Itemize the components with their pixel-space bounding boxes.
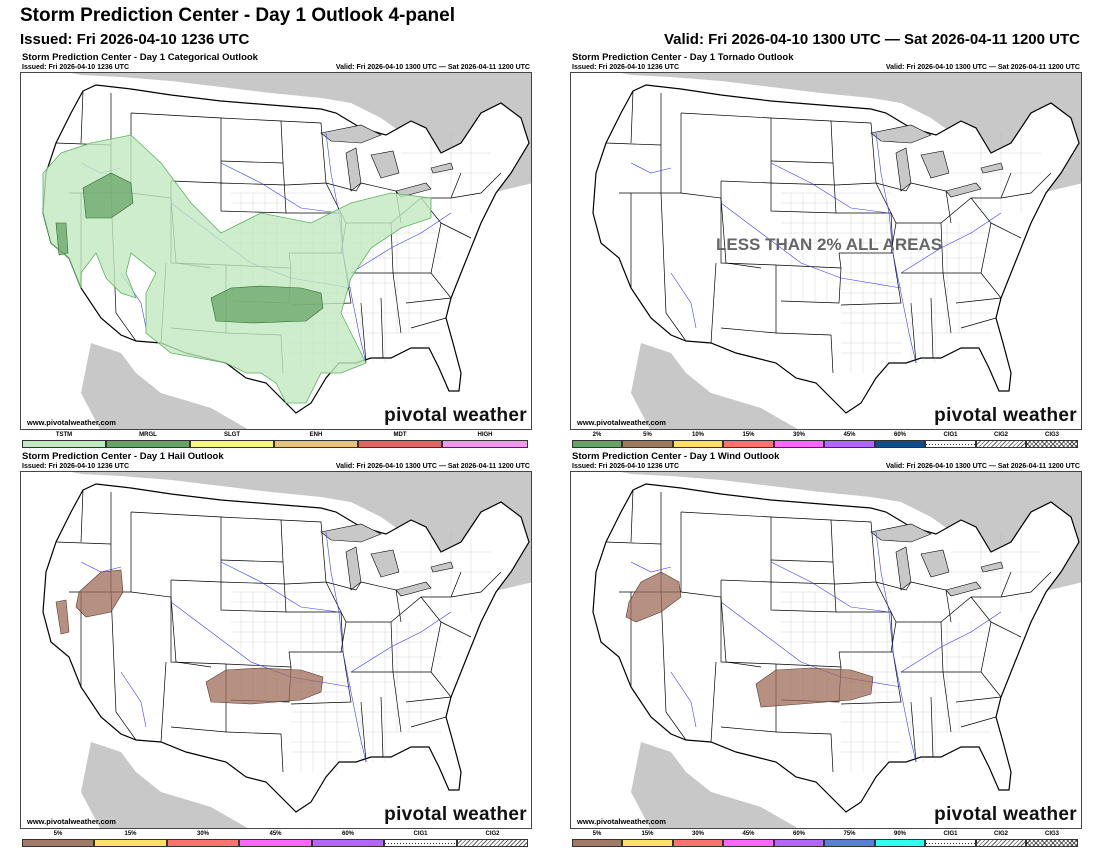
panel-valid: Valid: Fri 2026-04-10 1300 UTC — Sat 202… (885, 463, 1080, 470)
legend-item: 45% (723, 830, 774, 848)
legend: TSTM MRGL SLGT ENH MDT HIGH (22, 431, 530, 449)
legend-item: 60% (875, 431, 925, 449)
categorical-panel: Storm Prediction Center - Day 1 Categori… (20, 52, 532, 452)
legend-item: 5% (572, 830, 622, 848)
legend-item: CIG1 (384, 830, 457, 848)
tornado-panel: Storm Prediction Center - Day 1 Tornado … (570, 52, 1082, 452)
legend-item: 2% (572, 431, 622, 449)
legend-item: CIG2 (976, 431, 1026, 449)
wind-5pct-plains (755, 667, 874, 708)
page-title: Storm Prediction Center - Day 1 Outlook … (20, 5, 455, 26)
panel-title: Storm Prediction Center - Day 1 Hail Out… (22, 451, 224, 462)
legend-item: CIG3 (1026, 830, 1078, 848)
legend-item: 15% (94, 830, 167, 848)
tornado-map[interactable]: LESS THAN 2% ALL AREAS www.pivotalweathe… (570, 72, 1082, 430)
legend-item: 60% (774, 830, 824, 848)
brand-logo: pivotal weather (384, 804, 527, 825)
legend-item: CIG1 (925, 830, 976, 848)
hail-map[interactable]: www.pivotalweather.com pivotal weather (20, 471, 532, 829)
legend: 2% 5% 10% 15% 30% 45% 60% CIG1 CIG2 CIG3 (572, 431, 1080, 449)
legend-item: CIG2 (976, 830, 1026, 848)
legend-item: 10% (673, 431, 723, 449)
hail-5pct-ca (55, 599, 70, 635)
legend-item: 30% (673, 830, 723, 848)
panel-issued: Issued: Fri 2026-04-10 1236 UTC (22, 463, 129, 470)
panel-title: Storm Prediction Center - Day 1 Tornado … (572, 52, 794, 63)
wind-map[interactable]: www.pivotalweather.com pivotal weather (570, 471, 1082, 829)
panel-valid: Valid: Fri 2026-04-10 1300 UTC — Sat 202… (335, 463, 530, 470)
legend-item: 5% (22, 830, 94, 848)
hail-panel: Storm Prediction Center - Day 1 Hail Out… (20, 451, 532, 851)
legend-item: CIG3 (1026, 431, 1078, 449)
legend-item: CIG1 (925, 431, 976, 449)
wind-panel: Storm Prediction Center - Day 1 Wind Out… (570, 451, 1082, 851)
panel-title: Storm Prediction Center - Day 1 Categori… (22, 52, 258, 63)
legend-item: HIGH (442, 431, 528, 449)
legend-item: 45% (824, 431, 875, 449)
legend: 5% 15% 30% 45% 60% 75% 90% CIG1 CIG2 CIG… (572, 830, 1080, 848)
legend-item: 45% (239, 830, 312, 848)
panel-title: Storm Prediction Center - Day 1 Wind Out… (572, 451, 780, 462)
legend-item: 15% (723, 431, 774, 449)
panel-issued: Issued: Fri 2026-04-10 1236 UTC (22, 64, 129, 71)
site-url: www.pivotalweather.com (577, 817, 666, 826)
site-url: www.pivotalweather.com (577, 418, 666, 427)
hail-5pct-plains (205, 667, 324, 705)
legend-item: 60% (312, 830, 384, 848)
legend-item: 15% (622, 830, 673, 848)
no-risk-note: LESS THAN 2% ALL AREAS (716, 235, 943, 254)
mrgl-area-west (82, 172, 134, 219)
issued-time: Issued: Fri 2026-04-10 1236 UTC (20, 31, 250, 48)
panel-valid: Valid: Fri 2026-04-10 1300 UTC — Sat 202… (335, 64, 530, 71)
legend-item: 30% (774, 431, 824, 449)
legend-item: 75% (824, 830, 875, 848)
tstm-area (42, 134, 432, 404)
wind-5pct-west (625, 571, 682, 623)
legend-item: MRGL (106, 431, 190, 449)
valid-time: Valid: Fri 2026-04-10 1300 UTC — Sat 202… (663, 31, 1080, 48)
panel-issued: Issued: Fri 2026-04-10 1236 UTC (572, 64, 679, 71)
hail-5pct-west (75, 569, 124, 618)
legend-item: MDT (358, 431, 442, 449)
panel-issued: Issued: Fri 2026-04-10 1236 UTC (572, 463, 679, 470)
legend-item: 5% (622, 431, 673, 449)
site-url: www.pivotalweather.com (27, 418, 116, 427)
legend-item: SLGT (190, 431, 274, 449)
brand-logo: pivotal weather (934, 804, 1077, 825)
legend-item: 30% (167, 830, 239, 848)
legend-item: CIG2 (457, 830, 528, 848)
legend-item: 90% (875, 830, 925, 848)
panel-valid: Valid: Fri 2026-04-10 1300 UTC — Sat 202… (885, 64, 1080, 71)
mrgl-area-ca (55, 222, 69, 256)
site-url: www.pivotalweather.com (27, 817, 116, 826)
categorical-map[interactable]: www.pivotalweather.com pivotal weather (20, 72, 532, 430)
brand-logo: pivotal weather (934, 405, 1077, 426)
legend-item: ENH (274, 431, 358, 449)
mrgl-area-plains (210, 285, 324, 324)
legend-item: TSTM (22, 431, 106, 449)
legend: 5% 15% 30% 45% 60% CIG1 CIG2 (22, 830, 530, 848)
brand-logo: pivotal weather (384, 405, 527, 426)
